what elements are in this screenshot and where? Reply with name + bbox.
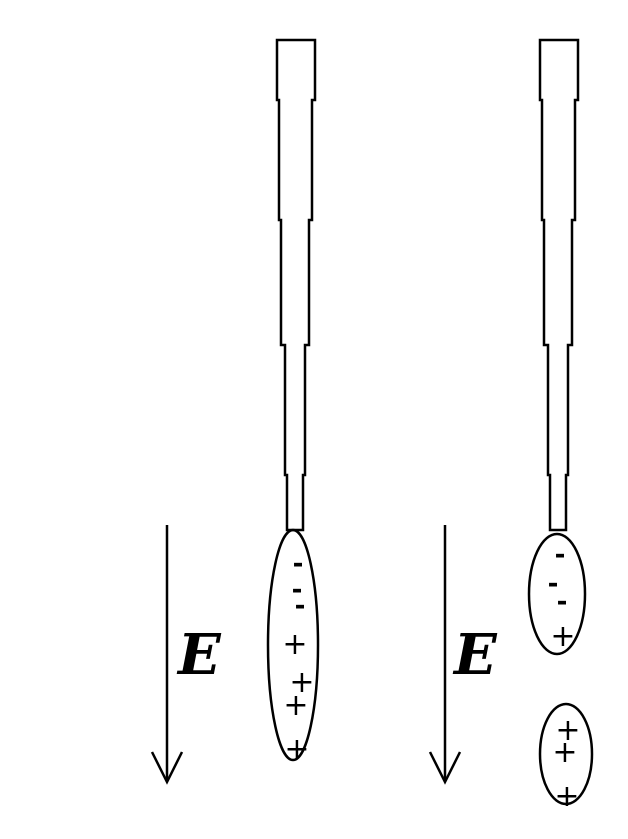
right-lower-charge-2: + xyxy=(552,735,577,770)
right-lower-charge-1: + xyxy=(555,713,580,748)
right-upper-drop xyxy=(527,532,587,656)
right-capillary xyxy=(538,38,580,532)
right-field-arrow xyxy=(428,525,462,785)
left-drop xyxy=(266,528,320,762)
right-upper-charge-3: - xyxy=(557,587,568,617)
left-charge-7: + xyxy=(284,732,309,767)
left-field-arrow xyxy=(150,525,184,785)
right-field-label: E xyxy=(452,622,498,688)
left-capillary xyxy=(275,38,317,532)
right-upper-charge-1: - xyxy=(555,540,566,570)
left-charge-6: + xyxy=(283,688,308,723)
left-charge-3: - xyxy=(295,591,306,621)
right-upper-charge-4: + xyxy=(550,619,575,654)
right-lower-charge-3: + xyxy=(554,779,579,814)
right-panel: - - - + + + + E xyxy=(428,38,594,814)
left-charge-2: - xyxy=(292,575,303,605)
left-charge-5: + xyxy=(289,665,314,700)
left-field-label: E xyxy=(176,622,222,688)
right-upper-charge-2: - xyxy=(548,569,559,599)
right-lower-drop xyxy=(538,702,594,806)
left-panel: - - - + + + + E xyxy=(150,38,320,785)
left-charge-4: + xyxy=(282,627,307,662)
left-charge-1: - xyxy=(293,549,304,579)
